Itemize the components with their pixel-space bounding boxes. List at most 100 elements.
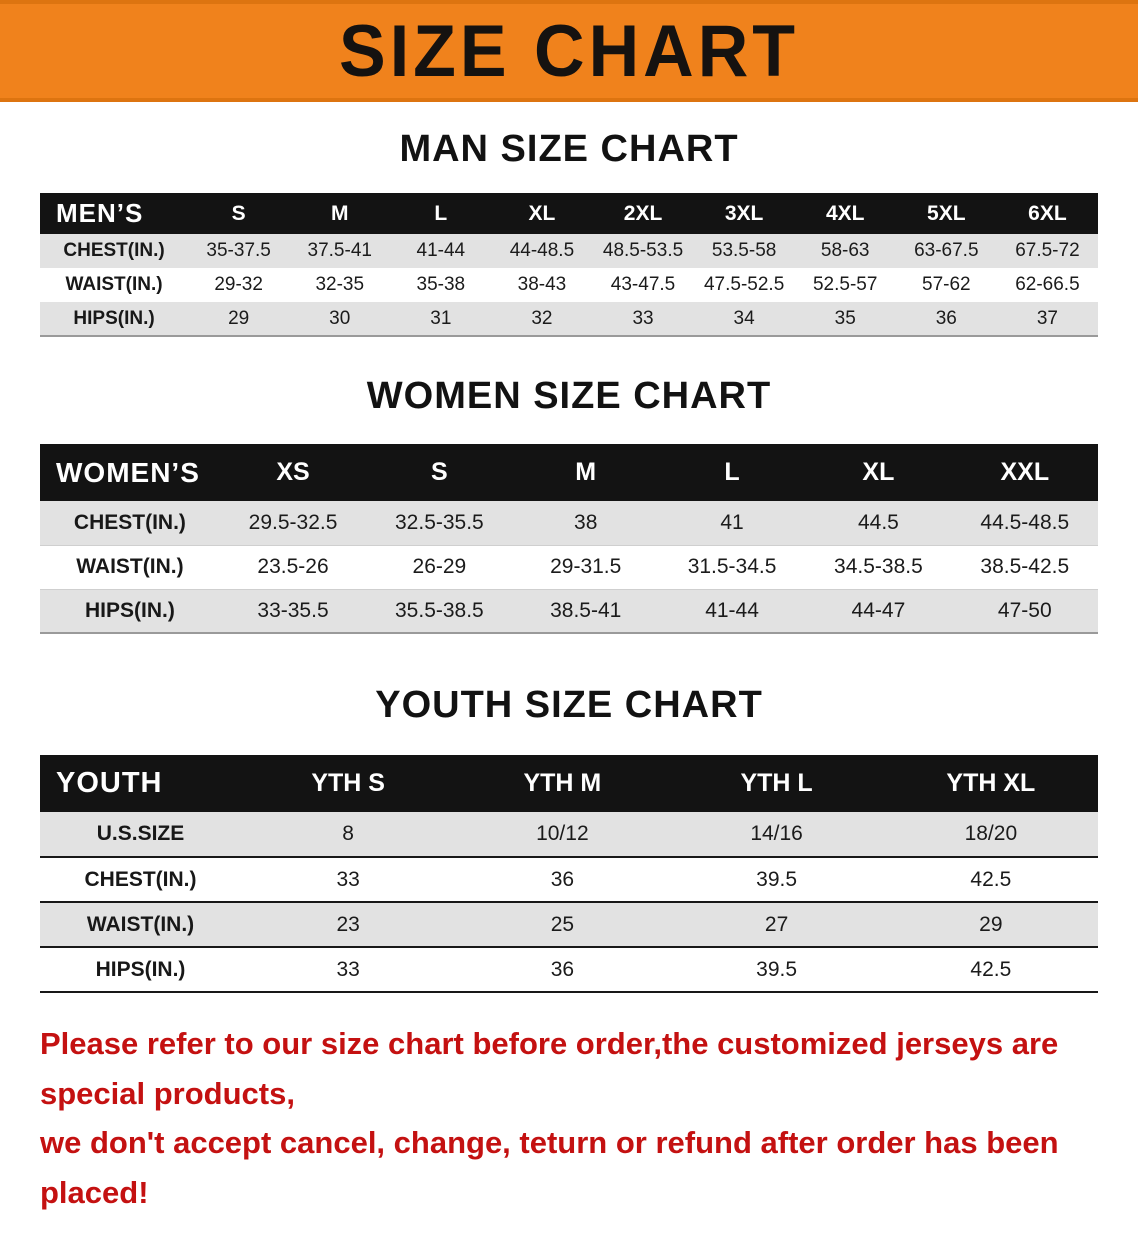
size-value-cell: 38.5-41 — [550, 598, 622, 622]
column-header: YTH S — [241, 755, 456, 812]
table-row: HIPS(IN.) 33-35.5 35.5-38.5 38.5-41 41-44 44-… — [40, 589, 1098, 633]
section-women: WOMEN SIZE CHART WOMEN’S XS S M L XL XXL CHEST(… — [0, 375, 1138, 634]
women-size-table: WOMEN’S XS S M L XL XXL CHEST(IN.) 29.5-32.5 32.5… — [40, 444, 1098, 634]
women-section-heading: WOMEN SIZE CHART — [366, 375, 772, 417]
size-value-cell: 36 — [550, 867, 575, 891]
size-value-cell: 35-38 — [416, 274, 466, 295]
banner: SIZE CHART — [0, 0, 1138, 102]
row-label: WAIST(IN.) — [76, 555, 184, 578]
size-value-cell: 36 — [550, 957, 575, 981]
size-value-cell: 32 — [531, 307, 553, 329]
size-value-cell: 44.5 — [857, 510, 899, 534]
table-header-row: MEN’S S M L XL 2XL 3XL 4XL 5XL 6XL — [40, 193, 1098, 234]
row-label: U.S.SIZE — [96, 822, 185, 845]
size-value-cell: 31.5-34.5 — [687, 555, 777, 578]
size-value-cell: 33 — [632, 307, 654, 329]
size-value-cell: 29-32 — [214, 274, 263, 295]
size-value-cell: 23.5-26 — [257, 555, 329, 578]
table-header-row: WOMEN’S XS S M L XL XXL — [40, 444, 1098, 501]
youth-size-table: YOUTH YTH S YTH M YTH L YTH XL U.S.SIZE 8 10/12… — [40, 755, 1098, 993]
size-value-cell: 33 — [336, 867, 360, 891]
size-value-cell: 37.5-41 — [307, 240, 372, 261]
men-section-heading: MAN SIZE CHART — [399, 128, 739, 170]
row-label: HIPS(IN.) — [85, 598, 175, 622]
size-value-cell: 31 — [430, 307, 452, 329]
table-row: HIPS(IN.) 29 30 31 32 33 34 35 36 37 — [40, 302, 1098, 336]
size-value-cell: 27 — [764, 912, 789, 936]
column-header: XL — [805, 444, 952, 501]
size-value-cell: 44-48.5 — [509, 240, 575, 261]
column-header: XXL — [951, 444, 1098, 501]
column-header: M — [289, 193, 391, 234]
table-row: U.S.SIZE 8 10/12 14/16 18/20 — [40, 812, 1098, 857]
row-label: WAIST(IN.) — [65, 274, 163, 295]
size-value-cell: 67.5-72 — [1015, 240, 1080, 261]
page-title: SIZE CHART — [339, 10, 799, 92]
size-value-cell: 39.5 — [756, 867, 798, 891]
size-value-cell: 48.5-53.5 — [602, 240, 684, 261]
size-value-cell: 38.5-42.5 — [980, 555, 1070, 578]
column-header: XS — [219, 444, 367, 501]
size-value-cell: 10/12 — [536, 822, 589, 845]
size-value-cell: 44.5-48.5 — [980, 510, 1070, 534]
column-header: YTH L — [669, 755, 884, 812]
youth-section-heading: YOUTH SIZE CHART — [375, 684, 763, 726]
size-value-cell: 47-50 — [997, 598, 1052, 622]
table-corner-label: MEN’S — [40, 193, 189, 234]
table-header-row: YOUTH YTH S YTH M YTH L YTH XL — [40, 755, 1098, 812]
size-value-cell: 35-37.5 — [206, 240, 271, 261]
size-value-cell: 38-43 — [517, 274, 567, 295]
table-row: CHEST(IN.) 35-37.5 37.5-41 41-44 44-48.5 48.5… — [40, 234, 1098, 268]
column-header: 6XL — [996, 193, 1098, 234]
column-header: 4XL — [794, 193, 896, 234]
size-value-cell: 39.5 — [756, 957, 798, 981]
size-value-cell: 18/20 — [964, 822, 1018, 845]
row-label: CHEST(IN.) — [84, 867, 197, 891]
size-value-cell: 38 — [574, 510, 598, 534]
table-row: CHEST(IN.) 29.5-32.5 32.5-35.5 38 41 44.5 44.5… — [40, 501, 1098, 545]
size-value-cell: 42.5 — [970, 867, 1012, 891]
row-label: HIPS(IN.) — [73, 307, 155, 329]
size-value-cell: 41-44 — [705, 598, 759, 622]
section-men: MAN SIZE CHART MEN’S S M L XL 2XL 3XL 4XL 5XL 6XL… — [0, 128, 1138, 337]
size-value-cell: 33 — [336, 957, 360, 981]
size-value-cell: 23 — [336, 912, 360, 936]
size-value-cell: 35.5-38.5 — [395, 598, 484, 622]
section-youth: YOUTH SIZE CHART YOUTH YTH S YTH M YTH L YTH… — [0, 684, 1138, 993]
size-value-cell: 62-66.5 — [1015, 274, 1080, 295]
size-value-cell: 33-35.5 — [257, 598, 329, 622]
size-value-cell: 26-29 — [412, 555, 467, 578]
size-value-cell: 47.5-52.5 — [703, 274, 785, 295]
table-corner-label: WOMEN’S — [40, 444, 220, 501]
size-value-cell: 34 — [733, 307, 755, 329]
size-value-cell: 63-67.5 — [914, 240, 979, 261]
size-value-cell: 30 — [329, 307, 351, 329]
size-value-cell: 52.5-57 — [812, 274, 878, 295]
column-header: S — [188, 193, 290, 234]
size-value-cell: 36 — [935, 307, 957, 329]
disclaimer-line-2: we don't accept cancel, change, teturn o… — [40, 1125, 1059, 1210]
size-value-cell: 58-63 — [820, 240, 870, 261]
disclaimer: Please refer to our size chart before or… — [40, 1019, 1098, 1217]
row-label: CHEST(IN.) — [63, 240, 165, 261]
column-header: S — [366, 444, 513, 501]
size-value-cell: 29 — [228, 307, 250, 329]
size-value-cell: 44-47 — [851, 598, 906, 622]
size-value-cell: 29-31.5 — [550, 555, 622, 578]
column-header: 3XL — [693, 193, 795, 234]
size-value-cell: 53.5-58 — [711, 240, 777, 261]
column-header: YTH XL — [883, 755, 1098, 812]
table-row: CHEST(IN.) 33 36 39.5 42.5 — [40, 857, 1098, 902]
size-value-cell: 57-62 — [922, 274, 971, 295]
size-value-cell: 8 — [342, 822, 354, 845]
size-value-cell: 41 — [720, 510, 744, 534]
size-value-cell: 32.5-35.5 — [395, 510, 484, 534]
disclaimer-line-1: Please refer to our size chart before or… — [40, 1026, 1059, 1111]
size-value-cell: 37 — [1036, 307, 1058, 329]
table-row: WAIST(IN.) 29-32 32-35 35-38 38-43 43-47.5 47.… — [40, 268, 1098, 302]
table-row: WAIST(IN.) 23.5-26 26-29 29-31.5 31.5-34.5 34… — [40, 545, 1098, 589]
men-size-table: MEN’S S M L XL 2XL 3XL 4XL 5XL 6XL CHEST(IN.) 35-37… — [40, 193, 1098, 337]
size-value-cell: 25 — [550, 912, 575, 936]
column-header: 2XL — [592, 193, 694, 234]
size-value-cell: 41-44 — [416, 240, 466, 261]
